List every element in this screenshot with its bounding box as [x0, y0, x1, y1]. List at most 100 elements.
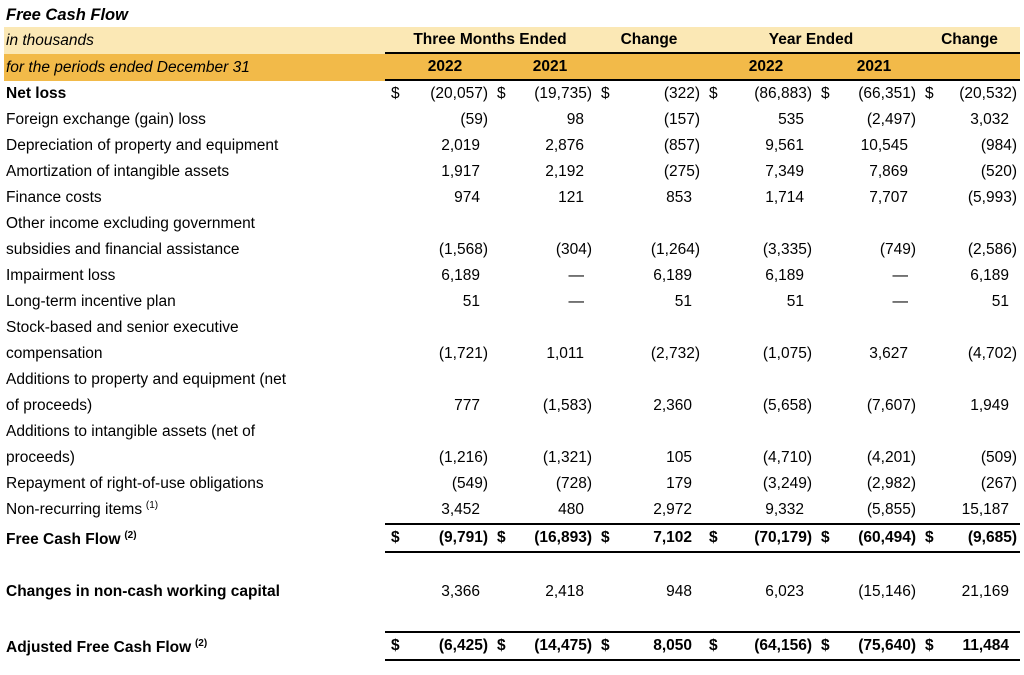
row-label: Foreign exchange (gain) loss: [6, 111, 206, 128]
cell-value: (3,249): [762, 475, 812, 492]
table-row: Depreciation of property and equipment 2,…: [4, 133, 1020, 159]
page-title: Free Cash Flow: [6, 6, 128, 24]
cell-value: 21,169: [961, 583, 1009, 600]
row-label: Stock-based and senior executive compens…: [6, 319, 239, 362]
cell-value: (7,607): [866, 397, 916, 414]
cell-value: (857): [663, 137, 700, 154]
value-cell: 51: [919, 289, 1020, 315]
table-row: Free Cash Flow (2) $ (9,791) $ (16,893) $7,10…: [4, 523, 1020, 553]
cell-value: (4,702): [967, 345, 1017, 362]
cell-value: (728): [555, 475, 592, 492]
table-row: Other income excluding government subsid…: [4, 211, 1020, 263]
header-empty-cell: [919, 54, 1020, 81]
cell-value: 7,349: [765, 163, 804, 180]
cell-value: (2,586): [967, 241, 1017, 258]
dollar-sign: $: [497, 85, 506, 102]
value-cell: (59): [385, 107, 491, 133]
value-cell: $ (19,735): [491, 81, 595, 107]
cell-value: (520): [980, 163, 1017, 180]
cell-value: 3,366: [441, 583, 480, 600]
value-cell: (3,249): [703, 471, 815, 497]
footnote-marker: (1): [143, 499, 159, 511]
cell-value: (2,732): [650, 345, 700, 362]
cell-value: 2,192: [545, 163, 584, 180]
value-cell: $ (6,425): [385, 631, 491, 661]
dollar-sign: $: [391, 85, 400, 102]
value-cell: $11,484: [919, 631, 1020, 661]
header-row-groups: in thousands Three Months Ended Change Y…: [4, 27, 1020, 54]
value-cell: (4,710): [703, 445, 815, 471]
value-cell: 2,192: [491, 159, 595, 185]
value-cell: $7,102: [595, 523, 703, 553]
value-cell: 3,627: [815, 341, 919, 367]
dollar-sign: $: [391, 637, 400, 654]
cell-value: (70,179): [754, 529, 812, 546]
cell-value: (157): [663, 111, 700, 128]
value-cell: 21,169: [919, 579, 1020, 605]
cell-value: —: [892, 267, 909, 284]
dollar-sign: $: [709, 85, 718, 102]
dollar-sign: $: [709, 529, 718, 546]
cell-value: (1,721): [438, 345, 488, 362]
value-cell: 1,011: [491, 341, 595, 367]
value-cell: (549): [385, 471, 491, 497]
cell-value: 7,869: [869, 163, 908, 180]
spacer-row: [4, 553, 1020, 579]
value-cell: 7,349: [703, 159, 815, 185]
column-header-year-2022-q: 2022: [385, 54, 491, 81]
value-cell: —: [815, 289, 919, 315]
cell-value: (5,855): [866, 501, 916, 518]
table-body: Net loss $ (20,057) $ (19,735) $ (322) $ (86,883…: [4, 81, 1020, 661]
row-label: Non-recurring items (1): [6, 499, 159, 518]
cell-value: 1,011: [546, 345, 584, 362]
cell-value: 10,545: [860, 137, 908, 154]
cell-value: 179: [666, 475, 692, 492]
cell-value: 105: [666, 449, 692, 466]
cell-value: (60,494): [858, 529, 916, 546]
value-cell: $ (14,475): [491, 631, 595, 661]
value-cell: 6,189: [385, 263, 491, 289]
value-cell: (2,732): [595, 341, 703, 367]
cell-value: 6,189: [970, 267, 1009, 284]
value-cell: 121: [491, 185, 595, 211]
value-cell: (984): [919, 133, 1020, 159]
dollar-sign: $: [925, 529, 934, 546]
value-cell: 2,019: [385, 133, 491, 159]
dollar-sign: $: [391, 529, 400, 546]
cell-value: (14,475): [534, 637, 592, 654]
cell-value: 6,023: [765, 583, 804, 600]
cell-value: (5,993): [967, 189, 1017, 206]
cell-value: (1,216): [438, 449, 488, 466]
footnote-marker: (2): [121, 529, 137, 541]
cell-value: (267): [980, 475, 1017, 492]
table-row: Long-term incentive plan 51 — 51 51 — 51: [4, 289, 1020, 315]
cell-value: (6,425): [438, 637, 488, 654]
row-label: Net loss: [6, 85, 67, 102]
cell-value: (19,735): [534, 85, 592, 102]
value-cell: $ (60,494): [815, 523, 919, 553]
footnote-marker: (2): [192, 637, 208, 649]
value-cell: $ (66,351): [815, 81, 919, 107]
value-cell: $ (75,640): [815, 631, 919, 661]
dollar-sign: $: [925, 637, 934, 654]
cell-value: 853: [666, 189, 692, 206]
cell-value: (2,982): [866, 475, 916, 492]
value-cell: 51: [703, 289, 815, 315]
cell-value: 480: [558, 501, 584, 518]
value-cell: 51: [385, 289, 491, 315]
table-row: Finance costs 974 121 853 1,714 7,707 (5,993): [4, 185, 1020, 211]
value-cell: 9,332: [703, 497, 815, 523]
column-header-change-2: Change: [919, 27, 1020, 54]
row-label: Impairment loss: [6, 267, 116, 284]
cell-value: (15,146): [858, 583, 916, 600]
dollar-sign: $: [821, 529, 830, 546]
value-cell: $8,050: [595, 631, 703, 661]
value-cell: (5,993): [919, 185, 1020, 211]
row-label: Finance costs: [6, 189, 102, 206]
free-cash-flow-table: Free Cash Flow in thousands Three Months…: [4, 6, 1020, 661]
column-header-change-1: Change: [595, 27, 703, 54]
cell-value: 2,418: [545, 583, 584, 600]
column-header-year-2022-fy: 2022: [703, 54, 815, 81]
cell-value: (275): [663, 163, 700, 180]
cell-value: 2,972: [653, 501, 692, 518]
